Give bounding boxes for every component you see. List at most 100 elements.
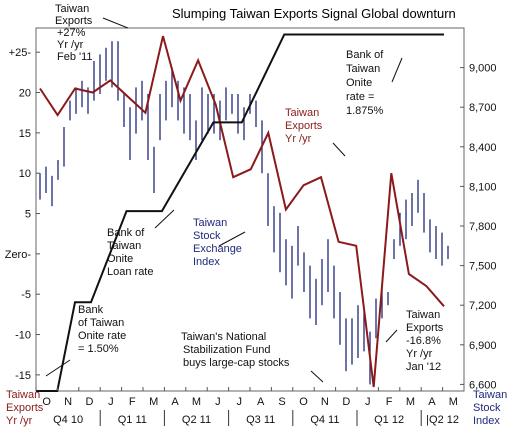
annotation-line: Yr /yr bbox=[57, 39, 84, 51]
left-tick-label: 20 bbox=[19, 88, 31, 100]
annotation-line: Jan '12 bbox=[406, 361, 441, 373]
annotation-line: buys large-cap stocks bbox=[183, 357, 290, 369]
annotation-line: rate = bbox=[346, 91, 374, 103]
right-axis-ticks: 9,000 8,700 8,400 8,100 7,800 7,500 7,200 6,900… bbox=[460, 63, 497, 391]
left-tick-label: -15 bbox=[15, 370, 31, 382]
annotation-line: Taiwan's National bbox=[181, 331, 266, 343]
annotation-line: Loan rate bbox=[107, 266, 153, 278]
month-tick-label: F bbox=[129, 396, 136, 408]
annotation-exports-low: Taiwan Exports -16.8% Yr /yr Jan '12 bbox=[406, 309, 444, 373]
left-axis-ticks: +25- 20 15 10 5 Zero- -5 -10 -15 bbox=[5, 47, 40, 382]
quarter-label: Q2 11 bbox=[182, 414, 211, 426]
onite-rate-high-pointer bbox=[391, 57, 403, 83]
quarter-label: Q1 11 bbox=[118, 414, 147, 426]
annotation-line: Exchange bbox=[193, 243, 242, 255]
annotation-line: Feb '11 bbox=[57, 51, 93, 63]
annotation-line: Stock bbox=[193, 230, 221, 242]
month-tick-label: J bbox=[108, 396, 114, 408]
left-axis-label: Taiwan Exports Yr /yr bbox=[6, 389, 44, 427]
right-tick-label: 8,100 bbox=[469, 181, 497, 193]
annotation-line: of Taiwan bbox=[78, 317, 124, 329]
left-axis-label-line: Exports bbox=[6, 402, 44, 414]
annotation-line: Onite rate bbox=[78, 330, 126, 342]
annotation-onite-rate-low: Bank of Taiwan Onite rate = 1.50% bbox=[78, 304, 126, 355]
annotation-line: Taiwan bbox=[346, 63, 380, 75]
series-lines bbox=[36, 33, 445, 392]
annotation-stabilization: Taiwan's National Stabilization Fund buy… bbox=[181, 331, 290, 369]
annotation-exports-label: Taiwan Exports Yr /yr bbox=[285, 107, 323, 145]
exports-low-pointer bbox=[385, 329, 398, 343]
month-tick-label: A bbox=[257, 396, 265, 408]
month-tick-label: A bbox=[171, 396, 179, 408]
exports-peak-pointer bbox=[102, 17, 129, 29]
annotation-line: Onite bbox=[107, 253, 133, 265]
annotation-pointers bbox=[45, 17, 403, 383]
right-tick-label: 7,500 bbox=[469, 261, 497, 273]
annotation-line: Index bbox=[193, 256, 220, 268]
right-tick-label: 8,700 bbox=[469, 102, 497, 114]
stock-label-pointer bbox=[218, 231, 246, 247]
x-axis: O N D J F M A M J J A S O N D J F M A M Q4 10 Q1 11 Q2 11 Q3 11… bbox=[35, 387, 459, 426]
annotation-line: Bank bbox=[78, 304, 104, 316]
month-tick-label: J bbox=[215, 396, 221, 408]
quarter-label: Q1 12 bbox=[374, 414, 404, 426]
month-tick-label: M bbox=[149, 396, 158, 408]
right-axis-label-line: Taiwan bbox=[473, 389, 507, 401]
month-tick-label: D bbox=[86, 396, 94, 408]
left-axis-label-line: Taiwan bbox=[6, 389, 40, 401]
left-axis-label-line: Yr /yr bbox=[6, 415, 33, 427]
right-tick-label: 6,900 bbox=[469, 340, 497, 352]
annotation-line: Taiwan bbox=[193, 217, 227, 229]
annotation-line: Bank of bbox=[107, 227, 145, 239]
annotation-line: Taiwan bbox=[285, 107, 319, 119]
onite-rate-line bbox=[36, 33, 444, 392]
annotation-line: Bank of bbox=[346, 49, 384, 61]
annotation-line: = 1.50% bbox=[78, 343, 119, 355]
right-tick-label: 7,200 bbox=[469, 300, 497, 312]
right-axis-label-line: Stock bbox=[473, 402, 501, 414]
month-tick-label: S bbox=[278, 396, 285, 408]
month-tick-label: J bbox=[365, 396, 371, 408]
annotation-stock-label: Taiwan Stock Exchange Index bbox=[193, 217, 242, 268]
quarter-label: |Q2 12 bbox=[426, 414, 459, 426]
exports-line bbox=[39, 35, 445, 388]
quarter-label: Q4 11 bbox=[310, 414, 339, 426]
quarter-label: Q3 11 bbox=[246, 414, 275, 426]
right-tick-label: 6,600 bbox=[469, 379, 497, 391]
right-tick-label: 9,000 bbox=[469, 63, 497, 75]
annotation-line: Yr /yr bbox=[285, 133, 312, 145]
exports-label-pointer bbox=[332, 142, 346, 157]
loan-rate-pointer bbox=[154, 209, 175, 229]
month-tick-label: M bbox=[449, 396, 458, 408]
annotation-line: 1.875% bbox=[346, 105, 384, 117]
annotation-exports-peak: Taiwan Exports +27% Yr /yr Feb '11 bbox=[55, 3, 93, 63]
month-tick-label: A bbox=[428, 396, 436, 408]
annotation-line: Yr /yr bbox=[406, 348, 433, 360]
right-axis-label: Taiwan Stock Index bbox=[473, 389, 507, 427]
month-tick-label: F bbox=[386, 396, 393, 408]
left-tick-label: -10 bbox=[15, 330, 31, 342]
right-axis-label-line: Index bbox=[473, 415, 500, 427]
right-tick-label: 8,400 bbox=[469, 142, 497, 154]
left-tick-label: 15 bbox=[19, 128, 31, 140]
annotation-line: Exports bbox=[55, 15, 93, 27]
stabilization-pointer bbox=[310, 370, 324, 383]
left-tick-label: +25- bbox=[9, 47, 32, 59]
onite-rate-low-pointer bbox=[45, 359, 71, 377]
annotation-line: Taiwan bbox=[406, 309, 440, 321]
annotation-line: -16.8% bbox=[406, 335, 441, 347]
annotation-line: Exports bbox=[406, 322, 444, 334]
annotation-line: Exports bbox=[285, 120, 323, 132]
left-tick-label: 5 bbox=[25, 209, 31, 221]
month-tick-label: M bbox=[192, 396, 201, 408]
annotation-onite-rate-high: Bank of Taiwan Onite rate = 1.875% bbox=[346, 49, 384, 117]
annotation-loan-rate: Bank of Taiwan Onite Loan rate bbox=[107, 227, 153, 278]
left-tick-label: -5 bbox=[21, 289, 31, 301]
month-tick-label: O bbox=[299, 396, 308, 408]
month-tick-label: N bbox=[321, 396, 329, 408]
quarter-label: Q4 10 bbox=[53, 414, 83, 426]
left-tick-label: 10 bbox=[19, 168, 31, 180]
annotation-line: Stabilization Fund bbox=[183, 344, 270, 356]
annotation-line: Taiwan bbox=[55, 3, 89, 15]
